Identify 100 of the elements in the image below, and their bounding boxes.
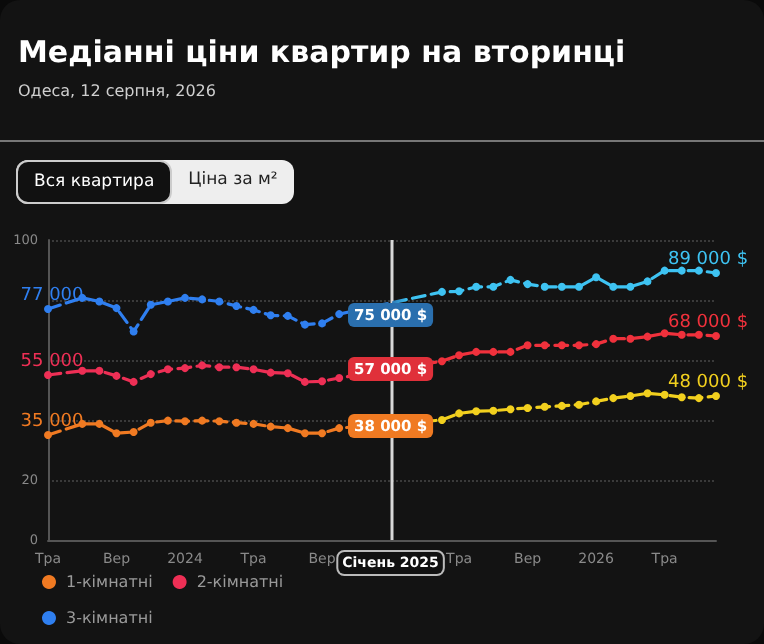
point xyxy=(146,300,155,309)
legend-label: 3-кімнатні xyxy=(66,609,153,627)
point xyxy=(232,363,241,372)
point xyxy=(283,424,292,433)
point xyxy=(181,293,190,302)
point xyxy=(283,369,292,378)
point xyxy=(592,397,601,406)
point xyxy=(44,305,52,313)
point xyxy=(694,330,703,339)
point xyxy=(112,429,121,438)
point xyxy=(198,295,207,304)
point xyxy=(437,357,446,366)
point xyxy=(129,377,138,386)
point xyxy=(660,329,669,338)
point xyxy=(677,330,686,339)
annotation: 55 000 xyxy=(20,351,85,372)
point xyxy=(335,374,344,382)
point xyxy=(215,363,224,372)
point xyxy=(95,297,104,306)
point xyxy=(300,429,309,438)
point xyxy=(626,334,635,343)
point xyxy=(574,282,583,291)
point xyxy=(506,347,515,356)
point xyxy=(181,364,190,373)
point xyxy=(455,351,464,360)
point xyxy=(574,341,583,350)
point xyxy=(163,297,172,306)
point xyxy=(489,406,498,415)
point xyxy=(129,428,138,436)
point xyxy=(198,361,207,370)
point xyxy=(643,389,652,398)
point xyxy=(694,394,703,403)
point xyxy=(232,302,241,310)
point xyxy=(626,392,635,400)
point xyxy=(249,305,258,314)
point xyxy=(557,341,566,350)
point xyxy=(300,377,309,386)
point xyxy=(506,275,515,284)
point xyxy=(694,266,703,275)
point xyxy=(181,417,190,426)
point xyxy=(78,366,87,375)
point xyxy=(318,429,327,438)
annotation: 89 000 $ xyxy=(667,249,749,270)
point xyxy=(540,402,549,411)
annotation: 48 000 $ xyxy=(667,372,749,393)
text: Вся квартира xyxy=(16,160,173,204)
point xyxy=(712,332,720,340)
point xyxy=(335,424,344,433)
point xyxy=(112,304,121,313)
point xyxy=(455,409,464,418)
point xyxy=(472,347,481,356)
point xyxy=(44,431,52,439)
point xyxy=(574,400,583,409)
point xyxy=(146,370,155,379)
chart-subtitle: Одеса, 12 серпня, 2026 xyxy=(18,82,216,100)
point xyxy=(592,273,601,282)
point xyxy=(129,327,138,336)
point xyxy=(215,297,224,306)
point xyxy=(232,418,241,427)
point xyxy=(660,266,669,275)
point xyxy=(283,311,292,320)
point xyxy=(249,365,258,374)
chart-title: Медіанні ціни квартир на вторинці xyxy=(18,34,626,70)
point xyxy=(437,287,446,296)
point xyxy=(489,282,498,291)
point xyxy=(266,311,275,320)
point xyxy=(472,407,481,416)
point xyxy=(540,282,549,291)
point xyxy=(146,418,155,427)
point xyxy=(95,366,104,375)
point xyxy=(95,419,104,428)
point xyxy=(215,417,224,426)
annotation: 68 000 $ xyxy=(667,312,749,333)
point xyxy=(300,320,309,329)
point xyxy=(540,341,549,350)
point xyxy=(472,282,481,291)
point xyxy=(677,266,686,275)
legend-label: 2-кімнатні xyxy=(196,573,284,591)
point xyxy=(712,269,720,277)
point xyxy=(163,416,172,425)
point xyxy=(557,401,566,410)
point xyxy=(437,416,446,424)
point xyxy=(609,282,618,291)
point xyxy=(335,310,344,319)
point xyxy=(523,341,532,350)
point xyxy=(318,377,327,386)
point xyxy=(557,282,566,291)
point xyxy=(44,371,52,379)
point xyxy=(163,365,172,374)
point xyxy=(523,280,532,289)
point xyxy=(677,393,686,402)
point xyxy=(112,371,121,380)
point xyxy=(643,277,652,286)
text: Ціна за м² xyxy=(186,168,280,194)
point xyxy=(198,416,207,425)
point xyxy=(712,392,720,400)
point xyxy=(489,347,498,356)
point xyxy=(266,368,275,377)
point xyxy=(249,419,258,428)
point xyxy=(626,282,635,291)
